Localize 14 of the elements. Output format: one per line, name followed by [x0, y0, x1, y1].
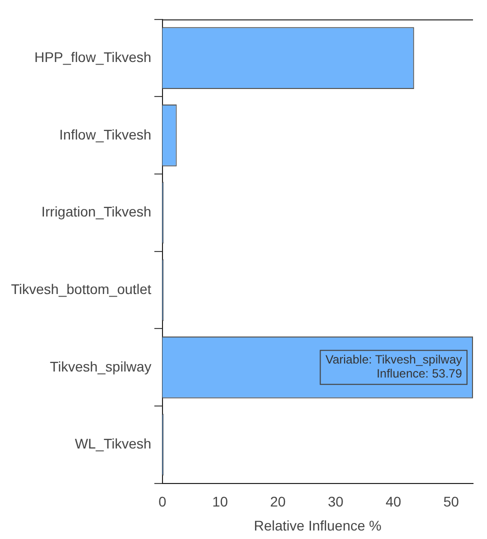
x-tick-label: 0 — [158, 494, 166, 510]
x-tick-label: 50 — [443, 494, 460, 510]
y-tick-label: Tikvesh_spilway — [50, 358, 152, 374]
x-tick-label: 30 — [328, 494, 344, 510]
x-tick-label: 40 — [386, 494, 402, 510]
y-tick-label: Irrigation_Tikvesh — [41, 204, 152, 220]
y-tick-label: Inflow_Tikvesh — [59, 126, 152, 142]
y-tick-label: Tikvesh_bottom_outlet — [10, 280, 152, 297]
annotation: Variable: Tikvesh_spilway Influence: 53.79 — [325, 352, 462, 381]
y-tick-label: HPP_flow_Tikvesh — [34, 48, 152, 65]
x-tick-label: 20 — [270, 494, 286, 510]
x-axis-title: Relative Influence % — [254, 517, 382, 534]
x-tick-label: 10 — [212, 494, 228, 510]
y-tick-label: WL_Tikvesh — [74, 436, 152, 452]
